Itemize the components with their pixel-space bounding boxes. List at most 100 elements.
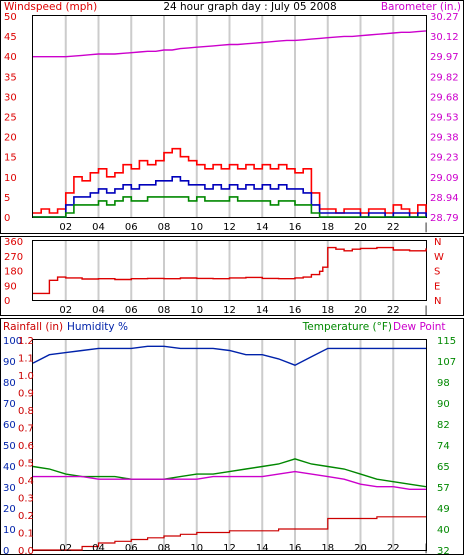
windspeed-tick: 20 xyxy=(4,133,17,144)
dewpoint-label: Dew Point xyxy=(393,321,446,333)
windspeed-tick: 45 xyxy=(4,32,17,43)
compass-tick: N xyxy=(434,237,441,248)
plot-area-top xyxy=(32,15,427,218)
x-tick-label-top: 06 xyxy=(125,222,138,233)
x-tick-label-mid: 14 xyxy=(256,305,269,316)
x-tick-label-bot: 04 xyxy=(92,543,105,554)
windspeed-label: Windspeed (mph) xyxy=(4,1,97,13)
temperature-tick: 115 xyxy=(437,336,456,347)
rain-tick: 0.3 xyxy=(18,494,34,505)
rain-tick: 1.2 xyxy=(18,336,34,347)
x-tick-label-bot: 12 xyxy=(223,543,236,554)
rain-tick: 0.2 xyxy=(18,511,34,522)
x-tick-label-mid: 04 xyxy=(92,305,105,316)
rain-tick: 0.9 xyxy=(18,389,34,400)
x-tick-label-mid: 02 xyxy=(59,305,72,316)
rain-tick: 0.7 xyxy=(18,424,34,435)
barometer-tick: 29.97 xyxy=(430,52,459,63)
x-tick-label-top: 04 xyxy=(92,222,105,233)
humidity-tick: 30 xyxy=(3,483,16,494)
x-tick-label-mid: | xyxy=(424,305,427,316)
rain-tick: 0.6 xyxy=(18,441,34,452)
x-tick-label-top: 16 xyxy=(289,222,302,233)
barometer-tick: 29.23 xyxy=(430,153,459,164)
windspeed-tick: 5 xyxy=(4,193,10,204)
x-tick-label-bot: 18 xyxy=(321,543,334,554)
wind-direction-series xyxy=(33,246,427,295)
rain-tick: 0.5 xyxy=(18,459,34,470)
compass-tick: N xyxy=(434,296,441,307)
humidity-tick: 90 xyxy=(3,357,16,368)
plot-area-mid xyxy=(32,240,427,301)
barometer-series xyxy=(33,30,427,58)
humidity-series xyxy=(32,345,426,366)
humidity-label: Humidity % xyxy=(67,321,128,333)
plot-area-bot xyxy=(32,339,427,551)
barometer-tick: 30.12 xyxy=(430,32,459,43)
direction-tick: 270 xyxy=(4,252,23,263)
humidity-tick: 0 xyxy=(3,546,9,556)
barometer-tick: 29.68 xyxy=(430,92,459,103)
humidity-tick: 10 xyxy=(3,525,16,536)
windspeed-tick: 35 xyxy=(4,72,17,83)
rain-tick: 0.0 xyxy=(18,546,34,556)
x-tick-label-mid: 22 xyxy=(387,305,400,316)
x-tick-label-bot: 20 xyxy=(354,543,367,554)
rain-tick: 1.0 xyxy=(18,371,34,382)
x-tick-label-top: 08 xyxy=(158,222,171,233)
x-tick-label-top: 22 xyxy=(387,222,400,233)
compass-tick: S xyxy=(434,267,440,278)
x-tick-label-mid: 12 xyxy=(223,305,236,316)
rainfall-series xyxy=(33,516,426,551)
humidity-tick: 100 xyxy=(3,336,22,347)
x-tick-label-top: | xyxy=(424,222,427,233)
x-tick-label-bot: | xyxy=(424,543,427,554)
humidity-tick: 20 xyxy=(3,504,16,515)
temperature-tick: 98 xyxy=(437,378,450,389)
wind-max-series xyxy=(33,147,427,214)
temperature-tick: 65 xyxy=(437,462,450,473)
rain-tick: 0.4 xyxy=(18,476,34,487)
temperature-tick: 57 xyxy=(437,483,450,494)
temperature-tick: 107 xyxy=(437,357,456,368)
compass-tick: W xyxy=(434,252,444,263)
temperature-tick: 32 xyxy=(437,546,450,556)
humidity-tick: 60 xyxy=(3,420,16,431)
windspeed-tick: 25 xyxy=(4,113,17,124)
wind-min-series xyxy=(33,196,426,218)
humidity-tick: 40 xyxy=(3,462,16,473)
x-tick-label-top: 14 xyxy=(256,222,269,233)
barometer-tick: 28.79 xyxy=(430,213,459,224)
direction-tick: 360 xyxy=(4,237,23,248)
x-tick-label-mid: 06 xyxy=(125,305,138,316)
x-tick-label-bot: 10 xyxy=(190,543,203,554)
x-tick-label-mid: 18 xyxy=(321,305,334,316)
x-tick-label-mid: 10 xyxy=(190,305,203,316)
windspeed-tick: 10 xyxy=(4,173,17,184)
panel-top-border xyxy=(0,0,464,234)
windspeed-tick: 15 xyxy=(4,153,17,164)
x-tick-label-bot: 16 xyxy=(289,543,302,554)
windspeed-tick: 40 xyxy=(4,52,17,63)
series-layer xyxy=(32,30,427,551)
rain-tick: 0.1 xyxy=(18,529,34,540)
x-tick-label-top: 12 xyxy=(223,222,236,233)
x-tick-label-mid: 16 xyxy=(289,305,302,316)
temperature-tick: 90 xyxy=(437,399,450,410)
barometer-tick: 30.27 xyxy=(430,12,459,23)
dewpoint-series xyxy=(33,470,426,490)
barometer-tick: 29.38 xyxy=(430,133,459,144)
x-tick-label-top: 18 xyxy=(321,222,334,233)
temperature-tick: 74 xyxy=(437,441,450,452)
x-tick-label-bot: 22 xyxy=(387,543,400,554)
humidity-tick: 70 xyxy=(3,399,16,410)
tick-layer: 02 02 02 04 04 04 06 06 06 08 08 08 10 10 10 12 12 12 14 14… xyxy=(3,12,459,557)
compass-tick: E xyxy=(434,281,440,292)
barometer-tick: 29.53 xyxy=(430,113,459,124)
temperature-tick: 40 xyxy=(437,525,450,536)
chart-title: 24 hour graph day : July 05 2008 xyxy=(163,1,336,13)
windspeed-tick: 0 xyxy=(4,213,10,224)
barometer-tick: 28.94 xyxy=(430,193,459,204)
